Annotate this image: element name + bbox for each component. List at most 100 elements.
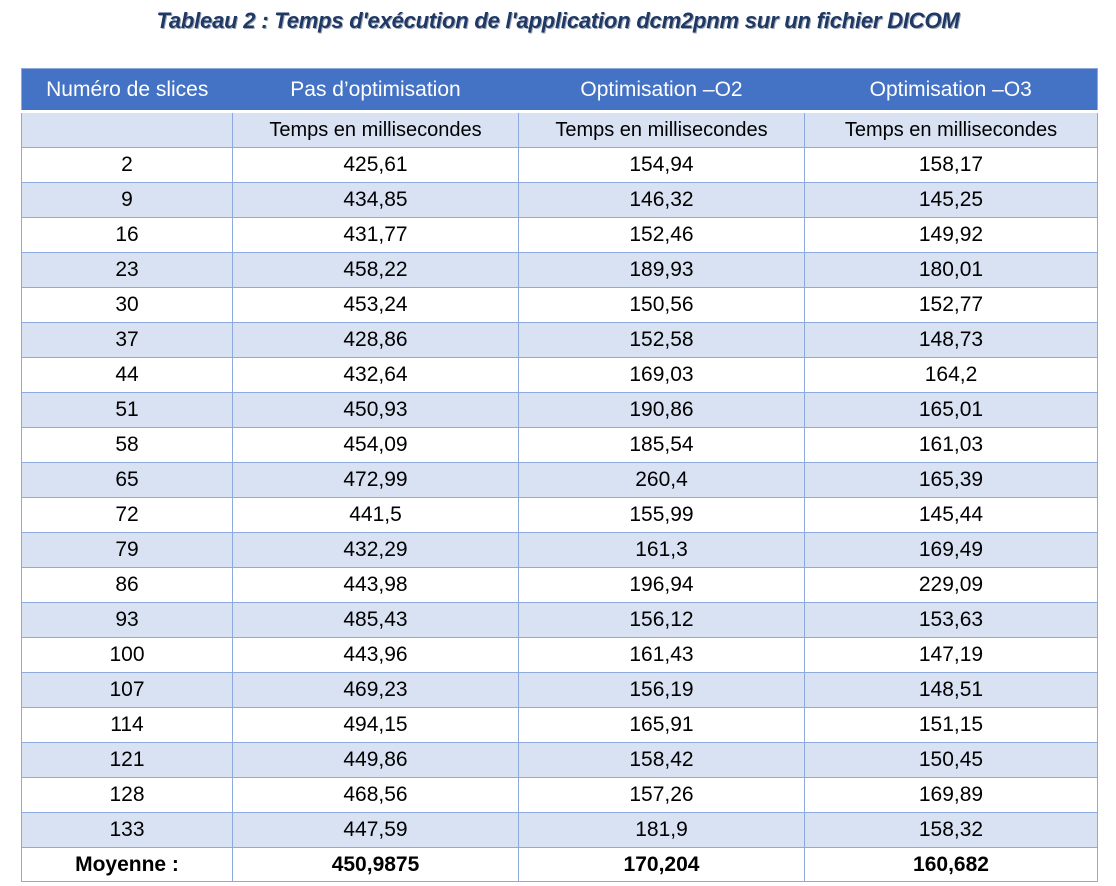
table-row: 128 468,56 157,26 169,89 <box>21 777 1098 813</box>
cell-no-opt: 443,98 <box>232 567 519 603</box>
cell-slices: 9 <box>21 182 233 218</box>
cell-no-opt: 458,22 <box>232 252 519 288</box>
cell-slices: 16 <box>21 217 233 253</box>
cell-o3: 158,32 <box>804 812 1098 848</box>
table-row: 51 450,93 190,86 165,01 <box>21 392 1098 428</box>
cell-o3: 148,51 <box>804 672 1098 708</box>
average-o3: 160,682 <box>804 847 1098 882</box>
cell-slices: 51 <box>21 392 233 428</box>
cell-no-opt: 432,64 <box>232 357 519 393</box>
cell-o2: 165,91 <box>518 707 805 743</box>
cell-o2: 185,54 <box>518 427 805 463</box>
cell-slices: 114 <box>21 707 233 743</box>
cell-o3: 153,63 <box>804 602 1098 638</box>
table-row: 58 454,09 185,54 161,03 <box>21 427 1098 463</box>
footer-row-average: Moyenne : 450,9875 170,204 160,682 <box>21 847 1098 882</box>
table-row: 121 449,86 158,42 150,45 <box>21 742 1098 778</box>
table-row: 30 453,24 150,56 152,77 <box>21 287 1098 323</box>
cell-slices: 72 <box>21 497 233 533</box>
table-row: 107 469,23 156,19 148,51 <box>21 672 1098 708</box>
cell-o2: 158,42 <box>518 742 805 778</box>
cell-o2: 155,99 <box>518 497 805 533</box>
cell-o3: 161,03 <box>804 427 1098 463</box>
cell-no-opt: 494,15 <box>232 707 519 743</box>
subheader-unit-cell: Temps en millisecondes <box>518 111 805 148</box>
cell-o3: 151,15 <box>804 707 1098 743</box>
subheader-unit-cell: Temps en millisecondes <box>232 111 519 148</box>
cell-no-opt: 453,24 <box>232 287 519 323</box>
cell-no-opt: 449,86 <box>232 742 519 778</box>
table-row: 93 485,43 156,12 153,63 <box>21 602 1098 638</box>
header-row: Numéro de slices Pas d’optimisation Opti… <box>21 68 1098 113</box>
cell-o3: 152,77 <box>804 287 1098 323</box>
table-row: 44 432,64 169,03 164,2 <box>21 357 1098 393</box>
column-header-optimisation-o2: Optimisation –O2 <box>518 68 805 113</box>
cell-slices: 2 <box>21 147 233 183</box>
cell-o2: 146,32 <box>518 182 805 218</box>
cell-o2: 161,3 <box>518 532 805 568</box>
cell-o2: 196,94 <box>518 567 805 603</box>
cell-o2: 152,46 <box>518 217 805 253</box>
cell-o2: 152,58 <box>518 322 805 358</box>
cell-o2: 190,86 <box>518 392 805 428</box>
cell-o2: 157,26 <box>518 777 805 813</box>
cell-no-opt: 469,23 <box>232 672 519 708</box>
cell-no-opt: 485,43 <box>232 602 519 638</box>
table-row: 16 431,77 152,46 149,92 <box>21 217 1098 253</box>
average-label: Moyenne : <box>21 847 233 882</box>
cell-no-opt: 441,5 <box>232 497 519 533</box>
cell-o3: 229,09 <box>804 567 1098 603</box>
cell-o3: 147,19 <box>804 637 1098 673</box>
table-row: 100 443,96 161,43 147,19 <box>21 637 1098 673</box>
cell-o3: 145,25 <box>804 182 1098 218</box>
cell-slices: 86 <box>21 567 233 603</box>
table-row: 9 434,85 146,32 145,25 <box>21 182 1098 218</box>
cell-no-opt: 432,29 <box>232 532 519 568</box>
subheader-unit-cell: Temps en millisecondes <box>804 111 1098 148</box>
cell-slices: 30 <box>21 287 233 323</box>
cell-slices: 107 <box>21 672 233 708</box>
subheader-row: Temps en millisecondes Temps en millisec… <box>21 111 1098 148</box>
cell-o2: 156,19 <box>518 672 805 708</box>
cell-o3: 164,2 <box>804 357 1098 393</box>
table-row: 133 447,59 181,9 158,32 <box>21 812 1098 848</box>
cell-o3: 165,39 <box>804 462 1098 498</box>
table-row: 114 494,15 165,91 151,15 <box>21 707 1098 743</box>
execution-times-table: Numéro de slices Pas d’optimisation Opti… <box>21 68 1098 882</box>
cell-slices: 65 <box>21 462 233 498</box>
cell-slices: 79 <box>21 532 233 568</box>
cell-o3: 158,17 <box>804 147 1098 183</box>
cell-o3: 148,73 <box>804 322 1098 358</box>
cell-o3: 165,01 <box>804 392 1098 428</box>
cell-no-opt: 428,86 <box>232 322 519 358</box>
cell-no-opt: 468,56 <box>232 777 519 813</box>
cell-slices: 23 <box>21 252 233 288</box>
table-row: 86 443,98 196,94 229,09 <box>21 567 1098 603</box>
cell-o2: 156,12 <box>518 602 805 638</box>
table-row: 2 425,61 154,94 158,17 <box>21 147 1098 183</box>
page-title: Tableau 2 : Temps d'exécution de l'appli… <box>156 8 960 33</box>
column-header-no-optimisation: Pas d’optimisation <box>232 68 519 113</box>
cell-o2: 260,4 <box>518 462 805 498</box>
table-row: 65 472,99 260,4 165,39 <box>21 462 1098 498</box>
cell-slices: 58 <box>21 427 233 463</box>
cell-slices: 44 <box>21 357 233 393</box>
cell-slices: 93 <box>21 602 233 638</box>
cell-no-opt: 447,59 <box>232 812 519 848</box>
cell-slices: 37 <box>21 322 233 358</box>
cell-no-opt: 443,96 <box>232 637 519 673</box>
cell-o3: 149,92 <box>804 217 1098 253</box>
column-header-optimisation-o3: Optimisation –O3 <box>804 68 1098 113</box>
table-row: 79 432,29 161,3 169,49 <box>21 532 1098 568</box>
cell-slices: 128 <box>21 777 233 813</box>
cell-o2: 181,9 <box>518 812 805 848</box>
cell-slices: 133 <box>21 812 233 848</box>
cell-no-opt: 472,99 <box>232 462 519 498</box>
cell-o2: 169,03 <box>518 357 805 393</box>
cell-o2: 150,56 <box>518 287 805 323</box>
cell-o3: 180,01 <box>804 252 1098 288</box>
cell-no-opt: 431,77 <box>232 217 519 253</box>
cell-o2: 189,93 <box>518 252 805 288</box>
subheader-empty-cell <box>21 111 233 148</box>
